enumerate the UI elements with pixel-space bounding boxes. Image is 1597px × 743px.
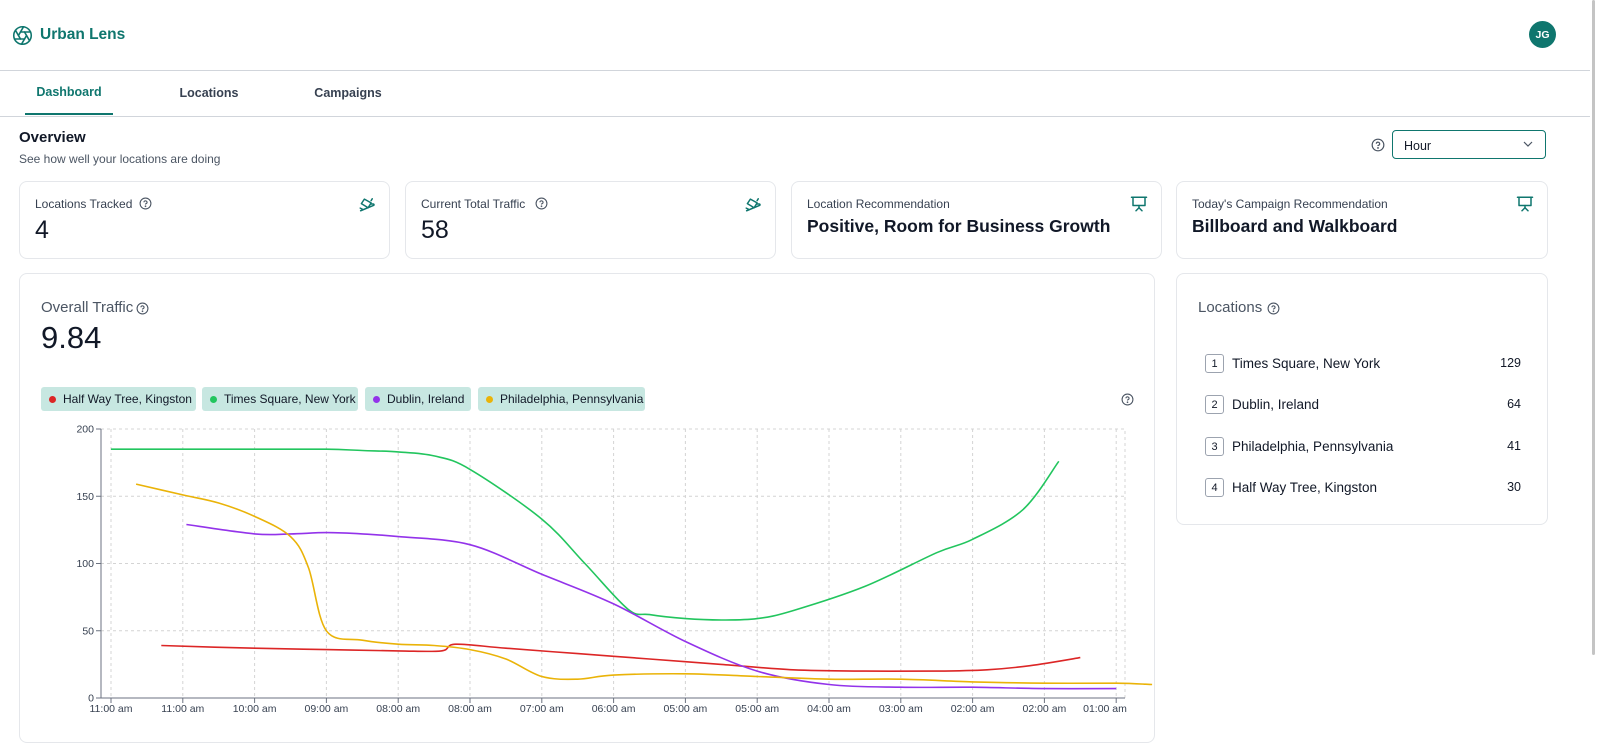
- locations-panel: Locations 1 Times Square, New York 129 2…: [1176, 273, 1548, 525]
- location-name: Dublin, Ireland: [1232, 397, 1320, 412]
- x-tick-label: 09:00 am: [305, 703, 349, 715]
- y-tick-label: 150: [76, 491, 94, 503]
- legend-chip[interactable]: Philadelphia, Pennsylvania: [478, 387, 645, 411]
- x-tick-label: 03:00 am: [879, 703, 923, 715]
- location-row[interactable]: 2 Dublin, Ireland 64: [1205, 395, 1521, 417]
- traffic-line-chart: 0 50 100 150 200 11:00 am 11:00 am 10:00 am 09:0…: [76, 424, 1153, 715]
- tab-campaigns[interactable]: Campaigns: [314, 86, 382, 100]
- x-tick-label: 02:00 am: [1023, 703, 1067, 715]
- legend-dot: [373, 395, 380, 403]
- help-icon[interactable]: [535, 197, 548, 210]
- location-rank: 4: [1205, 478, 1224, 497]
- aperture-logo-icon[interactable]: [12, 25, 33, 46]
- page-subtitle: See how well your locations are doing: [19, 152, 221, 166]
- stat-label: Current Total Traffic: [421, 197, 526, 211]
- traffic-label: Overall Traffic: [41, 299, 134, 316]
- legend-label: Half Way Tree, Kingston: [63, 392, 192, 406]
- stat-label: Location Recommendation: [807, 197, 950, 211]
- traffic-panel: Overall Traffic 9.84 Half Way Tree, King…: [19, 273, 1155, 743]
- location-row[interactable]: 3 Philadelphia, Pennsylvania 41: [1205, 437, 1521, 459]
- user-avatar[interactable]: JG: [1529, 21, 1556, 48]
- traffic-value: 9.84: [41, 320, 102, 355]
- series-line-0: [161, 643, 1081, 673]
- help-icon[interactable]: [1371, 138, 1385, 152]
- x-tick-label: 04:00 am: [807, 703, 851, 715]
- location-name: Times Square, New York: [1232, 356, 1381, 371]
- x-tick-label: 08:00 am: [448, 703, 492, 715]
- series-line-2: [186, 523, 1117, 690]
- presentation-icon: [1516, 196, 1534, 212]
- series-line-3: [135, 483, 1153, 686]
- legend-chip[interactable]: Dublin, Ireland: [365, 387, 471, 411]
- stat-label: Today's Campaign Recommendation: [1192, 197, 1388, 211]
- main-tabs: Dashboard Locations Campaigns: [0, 71, 1590, 117]
- location-rank: 3: [1205, 437, 1224, 456]
- x-tick-label: 02:00 am: [951, 703, 995, 715]
- period-select[interactable]: Hour: [1392, 130, 1546, 159]
- legend-label: Times Square, New York: [224, 392, 356, 406]
- help-icon[interactable]: [1121, 393, 1134, 406]
- stat-value: 58: [421, 216, 449, 244]
- location-rank: 1: [1205, 354, 1224, 373]
- location-rank: 2: [1205, 395, 1224, 414]
- legend-dot: [49, 395, 56, 403]
- tab-locations[interactable]: Locations: [179, 86, 239, 100]
- presentation-icon: [1130, 196, 1148, 212]
- x-tick-label: 06:00 am: [592, 703, 636, 715]
- stat-value: Positive, Room for Business Growth: [807, 216, 1111, 236]
- location-count: 30: [1507, 480, 1521, 494]
- app-header: Urban Lens JG: [0, 0, 1590, 71]
- help-icon[interactable]: [1267, 302, 1280, 315]
- page-title: Overview: [19, 129, 86, 146]
- cctv-camera-icon: [359, 198, 375, 212]
- locations-label: Locations: [1198, 299, 1263, 316]
- location-count: 64: [1507, 397, 1521, 411]
- stat-card-location-recommendation: Location Recommendation Positive, Room f…: [791, 181, 1162, 259]
- tab-dashboard[interactable]: Dashboard: [25, 71, 113, 115]
- y-tick-label: 50: [82, 625, 94, 637]
- location-name: Philadelphia, Pennsylvania: [1232, 439, 1394, 454]
- location-row[interactable]: 1 Times Square, New York 129: [1205, 354, 1521, 376]
- stat-value: 4: [35, 216, 49, 244]
- x-tick-label: 11:00 am: [161, 703, 204, 715]
- x-tick-label: 10:00 am: [233, 703, 277, 715]
- legend-dot: [486, 395, 493, 403]
- x-tick-label: 11:00 am: [90, 703, 133, 715]
- x-tick-label: 08:00 am: [376, 703, 420, 715]
- stat-card-locations-tracked: Locations Tracked 4: [19, 181, 390, 259]
- legend-label: Philadelphia, Pennsylvania: [500, 392, 644, 406]
- location-count: 41: [1507, 439, 1521, 453]
- location-name: Half Way Tree, Kingston: [1232, 480, 1378, 495]
- x-tick-label: 05:00 am: [735, 703, 779, 715]
- series-line-1: [111, 448, 1060, 621]
- legend-label: Dublin, Ireland: [387, 392, 465, 406]
- location-row[interactable]: 4 Half Way Tree, Kingston 30: [1205, 478, 1521, 500]
- stat-label: Locations Tracked: [35, 197, 133, 211]
- stat-value: Billboard and Walkboard: [1192, 216, 1398, 236]
- help-icon[interactable]: [139, 197, 152, 210]
- legend-chip[interactable]: Times Square, New York: [202, 387, 358, 411]
- legend-chip[interactable]: Half Way Tree, Kingston: [41, 387, 196, 411]
- y-tick-label: 100: [76, 558, 94, 570]
- stat-card-campaign-recommendation: Today's Campaign Recommendation Billboar…: [1176, 181, 1548, 259]
- cctv-camera-icon: [745, 198, 761, 212]
- app-name[interactable]: Urban Lens: [40, 26, 126, 43]
- x-tick-label: 05:00 am: [664, 703, 708, 715]
- help-icon[interactable]: [136, 302, 149, 315]
- x-tick-label: 01:00 am: [1083, 703, 1127, 715]
- location-count: 129: [1500, 356, 1521, 370]
- scrollbar-thumb[interactable]: [1592, 0, 1595, 655]
- y-tick-label: 200: [76, 424, 94, 436]
- stat-card-current-traffic: Current Total Traffic 58: [405, 181, 776, 259]
- y-tick-label: 0: [88, 693, 94, 705]
- chevron-down-icon: [1523, 141, 1533, 147]
- x-tick-label: 07:00 am: [520, 703, 564, 715]
- legend-dot: [210, 395, 217, 403]
